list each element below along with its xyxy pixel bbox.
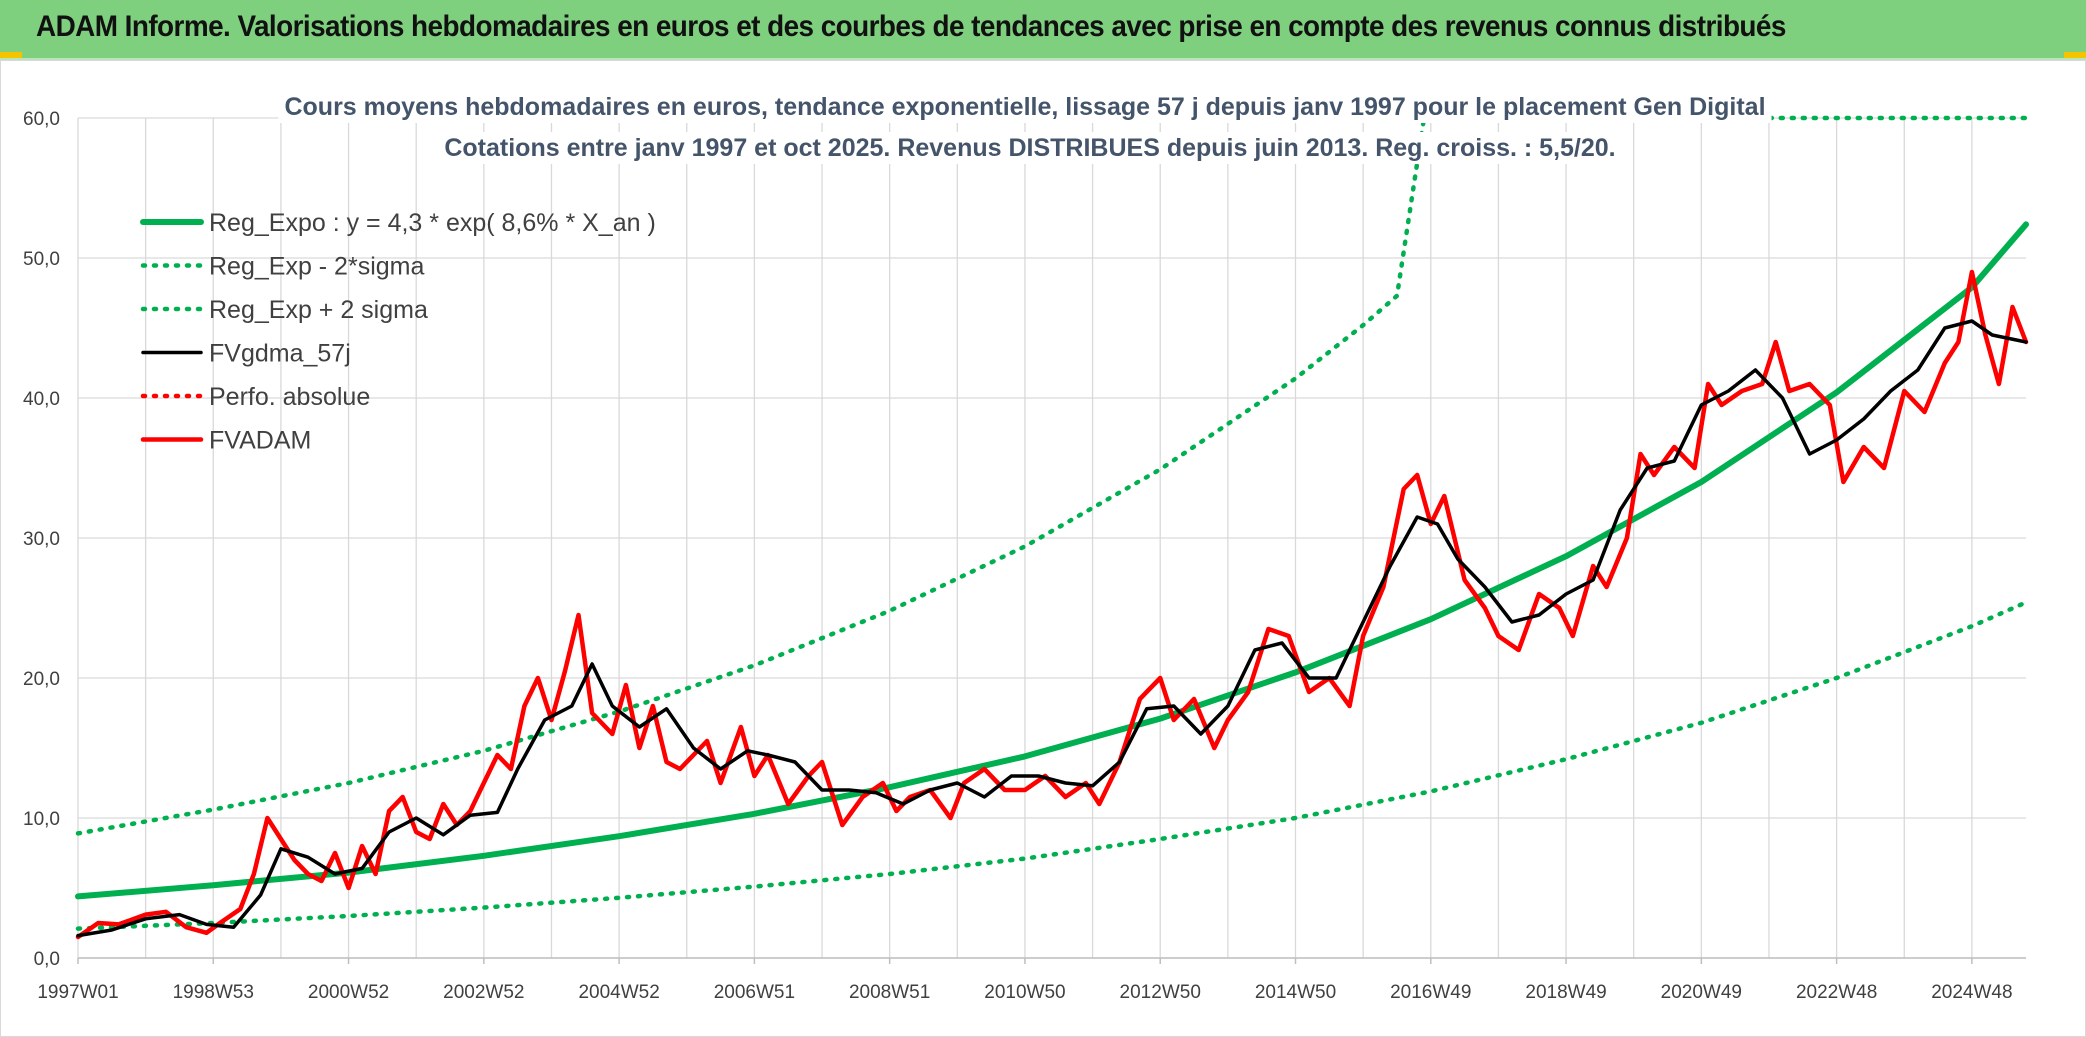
x-tick-label: 2002W52 (443, 982, 524, 1003)
legend-label: Reg_Exp + 2 sigma (209, 296, 428, 324)
x-tick-label: 1998W53 (173, 982, 254, 1003)
chart-title-backdrop (438, 132, 1622, 164)
x-tick-label: 2010W50 (984, 982, 1065, 1003)
x-tick-label: 2006W51 (714, 982, 795, 1003)
series-layer (75, 115, 2029, 940)
corner-marker-right (2064, 52, 2086, 58)
x-tick-label: 2004W52 (578, 982, 659, 1003)
x-tick-label: 2018W49 (1525, 982, 1606, 1003)
y-tick-label: 30,0 (23, 529, 60, 550)
y-tick-label: 0,0 (34, 949, 60, 970)
series-line (76, 319, 2028, 938)
x-tick-label: 2016W49 (1390, 982, 1471, 1003)
x-tick-label: 2020W49 (1661, 982, 1742, 1003)
y-tick-label: 10,0 (23, 809, 60, 830)
x-tick-label: 2024W48 (1931, 982, 2012, 1003)
legend-label: Reg_Exp - 2*sigma (209, 253, 424, 281)
legend-label: Perfo. absolue (209, 383, 370, 411)
chart-title-backdrop (278, 91, 1772, 123)
grid-layer (77, 117, 2026, 959)
y-tick-label: 40,0 (23, 389, 60, 410)
y-tick-label: 20,0 (23, 669, 60, 690)
chart-title: Cours moyens hebdomadaires en euros, ten… (284, 93, 1765, 121)
x-tick-label: 2008W51 (849, 982, 930, 1003)
y-tick-label: 60,0 (23, 109, 60, 130)
legend-label: Reg_Expo : y = 4,3 * exp( 8,6% * X_an ) (209, 209, 656, 237)
chart-subtitle: Cotations entre janv 1997 et oct 2025. R… (444, 134, 1615, 162)
x-tick-label: 2014W50 (1255, 982, 1336, 1003)
y-tick-label: 50,0 (23, 249, 60, 270)
axis-layer: 0,0 10,0 20,0 30,0 40,0 50,0 60,0 1997W01 1998W5… (23, 109, 2013, 1003)
series-line (75, 221, 2029, 900)
series-line (75, 269, 2029, 940)
x-tick-label: 2022W48 (1796, 982, 1877, 1003)
series-line (75, 600, 2029, 931)
legend: Cours moyens hebdomadaires en euros, ten… (140, 91, 1772, 455)
legend-label: FVgdma_57j (209, 340, 351, 368)
x-tick-label: 1997W01 (37, 982, 118, 1003)
x-tick-label: 2012W50 (1120, 982, 1201, 1003)
x-tick-label: 2000W52 (308, 982, 389, 1003)
report-banner: ADAM Informe. Valorisations hebdomadaire… (0, 0, 2086, 60)
series-line (75, 115, 2029, 836)
legend-label: FVADAM (209, 427, 311, 455)
banner-title: ADAM Informe. Valorisations hebdomadaire… (36, 10, 1786, 43)
corner-marker-left (0, 52, 22, 58)
